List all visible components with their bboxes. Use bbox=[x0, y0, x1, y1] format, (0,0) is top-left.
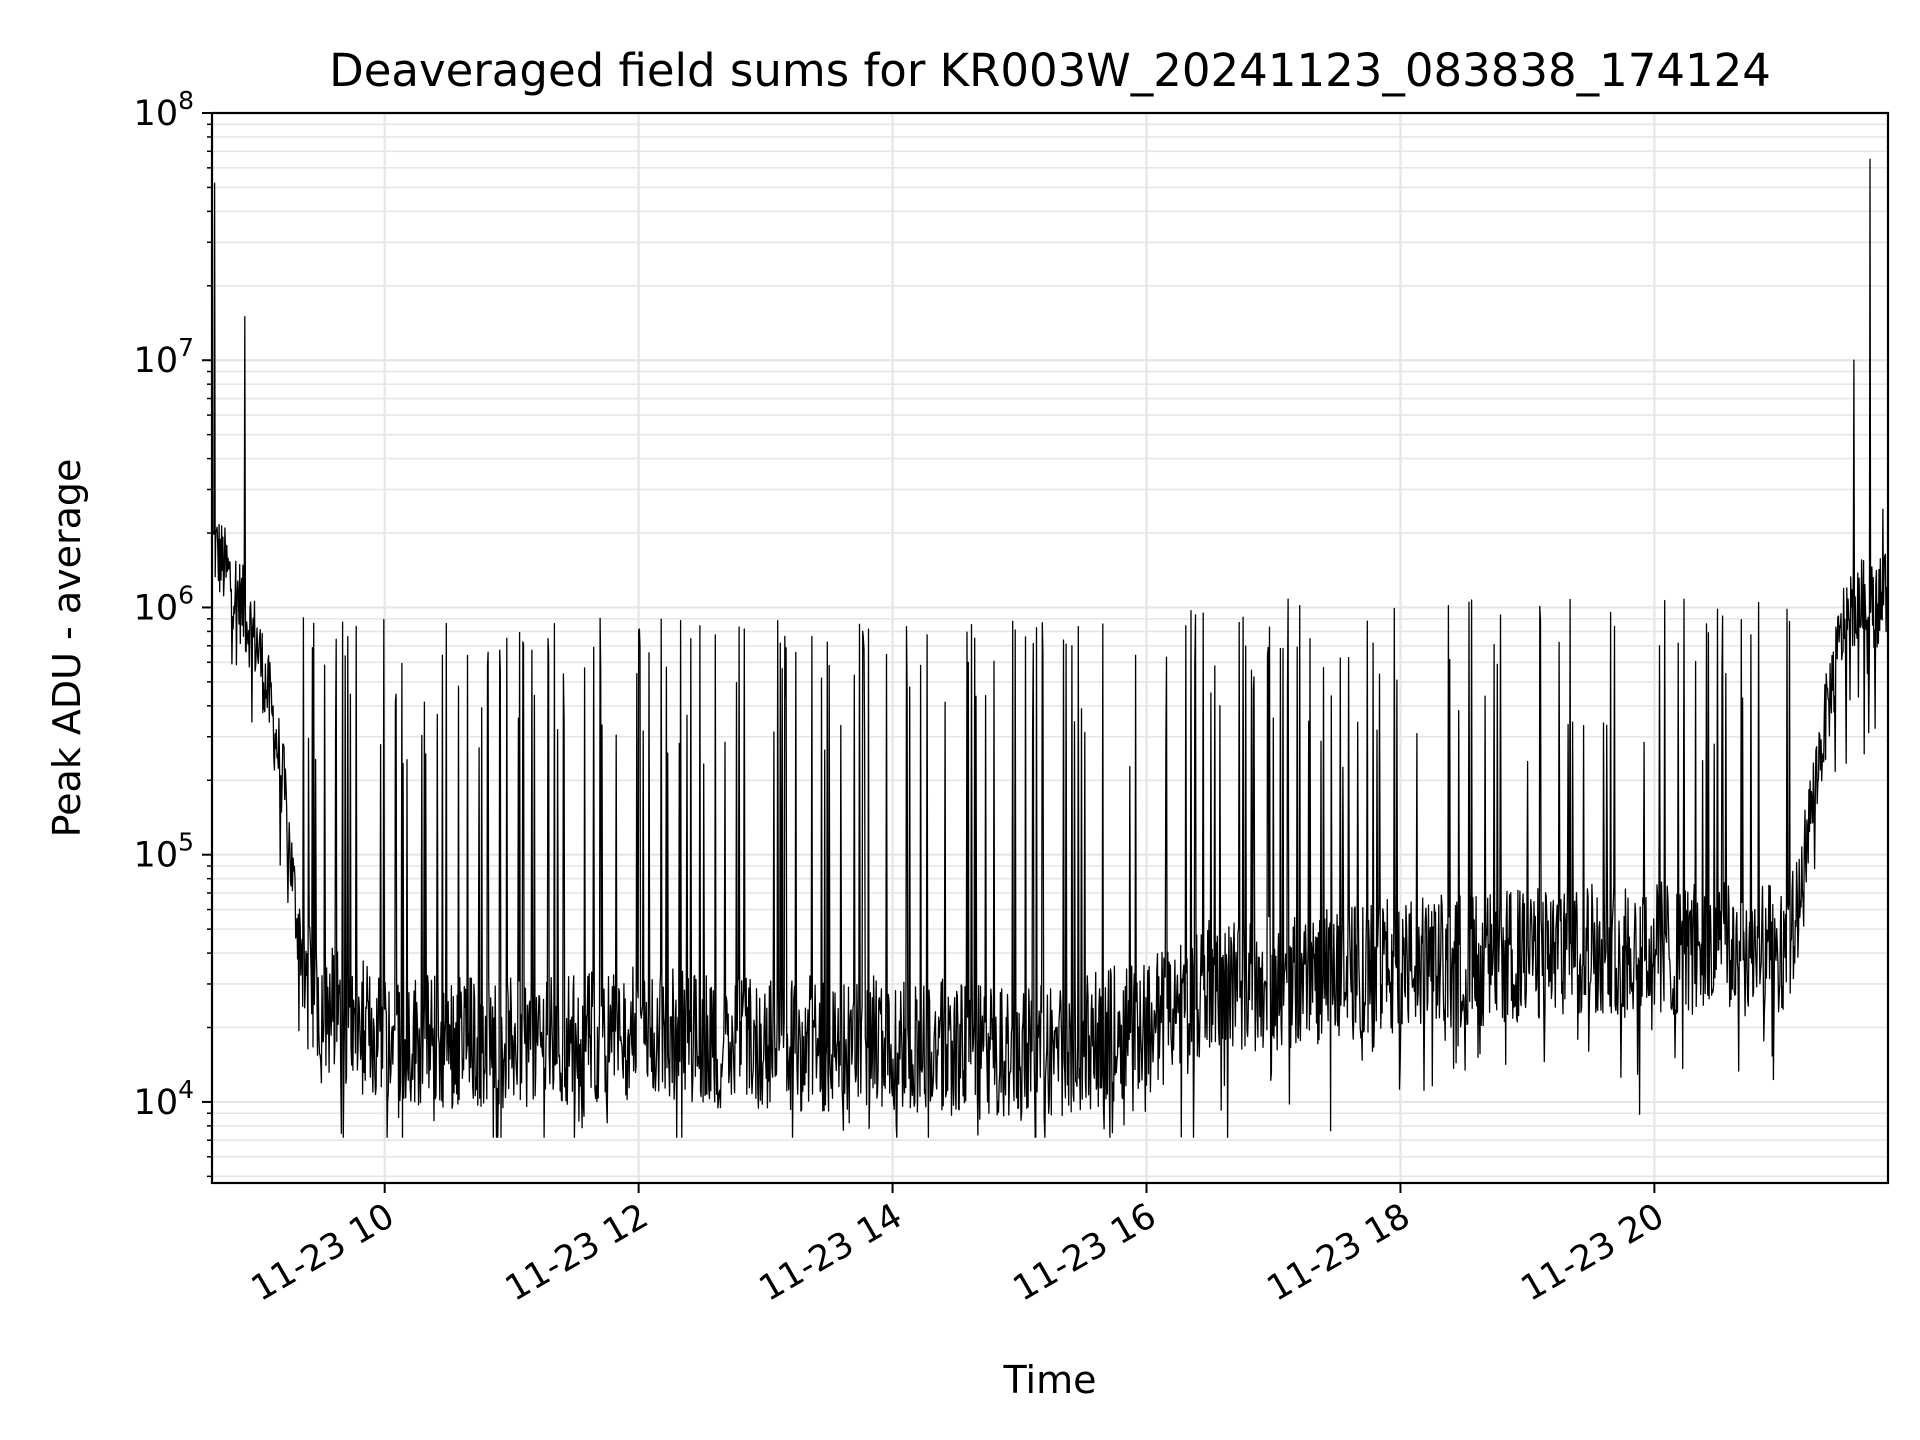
data-layer bbox=[212, 158, 1888, 1138]
series-line bbox=[212, 158, 1888, 1138]
x-axis-label: Time bbox=[1003, 1358, 1097, 1402]
y-tick-label: 104 bbox=[134, 1075, 194, 1123]
y-tick-label: 107 bbox=[134, 333, 194, 381]
y-tick-label: 105 bbox=[134, 828, 194, 876]
y-tick-label: 108 bbox=[134, 86, 194, 134]
plot-frame bbox=[210, 111, 1890, 1185]
chart-title: Deaveraged field sums for KR003W_2024112… bbox=[329, 44, 1771, 97]
y-axis-label: Peak ADU - average bbox=[45, 459, 89, 838]
y-tick-label: 106 bbox=[134, 580, 194, 628]
